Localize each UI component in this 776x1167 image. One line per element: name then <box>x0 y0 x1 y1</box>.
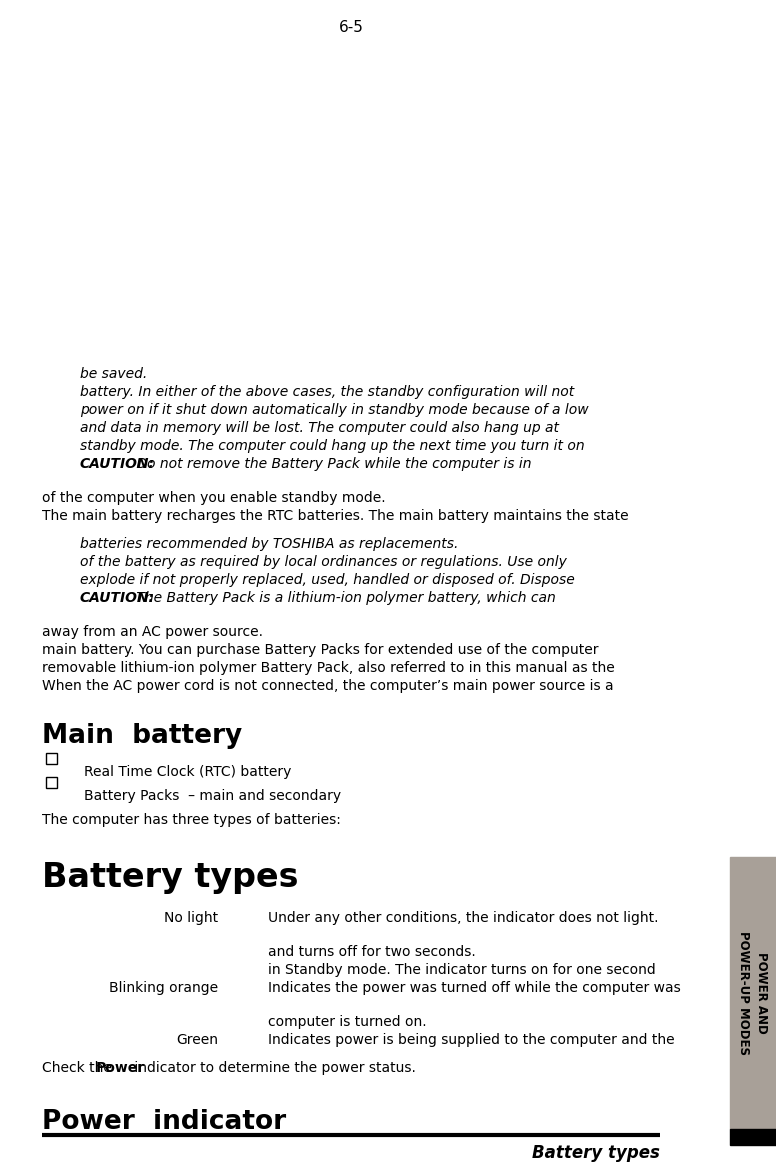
Text: removable lithium-ion polymer Battery Pack, also referred to in this manual as t: removable lithium-ion polymer Battery Pa… <box>42 661 615 675</box>
Text: Do not remove the Battery Pack while the computer is in: Do not remove the Battery Pack while the… <box>132 457 532 471</box>
Text: main battery. You can purchase Battery Packs for extended use of the computer: main battery. You can purchase Battery P… <box>42 643 598 657</box>
Text: standby mode. The computer could hang up the next time you turn it on: standby mode. The computer could hang up… <box>80 439 584 453</box>
Text: The main battery recharges the RTC batteries. The main battery maintains the sta: The main battery recharges the RTC batte… <box>42 509 629 523</box>
Text: batteries recommended by TOSHIBA as replacements.: batteries recommended by TOSHIBA as repl… <box>80 537 459 551</box>
Text: explode if not properly replaced, used, handled or disposed of. Dispose: explode if not properly replaced, used, … <box>80 573 575 587</box>
Text: computer is turned on.: computer is turned on. <box>268 1015 427 1029</box>
Text: in Standby mode. The indicator turns on for one second: in Standby mode. The indicator turns on … <box>268 963 656 977</box>
Text: Green: Green <box>176 1033 218 1047</box>
Text: Check the: Check the <box>42 1061 116 1075</box>
Text: Main  battery: Main battery <box>42 724 242 749</box>
Text: CAUTION:: CAUTION: <box>80 457 155 471</box>
Text: No light: No light <box>164 911 218 925</box>
Text: Under any other conditions, the indicator does not light.: Under any other conditions, the indicato… <box>268 911 659 925</box>
Text: be saved.: be saved. <box>80 366 147 380</box>
Text: The computer has three types of batteries:: The computer has three types of batterie… <box>42 813 341 827</box>
Text: Battery types: Battery types <box>42 861 299 894</box>
Text: Indicates power is being supplied to the computer and the: Indicates power is being supplied to the… <box>268 1033 674 1047</box>
Text: POWER AND
POWER-UP MODES: POWER AND POWER-UP MODES <box>737 931 768 1055</box>
Text: Power  indicator: Power indicator <box>42 1109 286 1135</box>
Text: Indicates the power was turned off while the computer was: Indicates the power was turned off while… <box>268 981 681 995</box>
Text: and data in memory will be lost. The computer could also hang up at: and data in memory will be lost. The com… <box>80 421 559 435</box>
Bar <box>730 857 776 1128</box>
Text: of the battery as required by local ordinances or regulations. Use only: of the battery as required by local ordi… <box>80 555 567 569</box>
Text: When the AC power cord is not connected, the computer’s main power source is a: When the AC power cord is not connected,… <box>42 679 614 693</box>
Bar <box>46 777 57 788</box>
Bar <box>46 753 57 764</box>
Text: Power: Power <box>96 1061 145 1075</box>
Text: The Battery Pack is a lithium-ion polymer battery, which can: The Battery Pack is a lithium-ion polyme… <box>132 591 556 605</box>
Text: away from an AC power source.: away from an AC power source. <box>42 626 263 640</box>
Text: indicator to determine the power status.: indicator to determine the power status. <box>130 1061 416 1075</box>
Bar <box>730 1128 776 1145</box>
Text: of the computer when you enable standby mode.: of the computer when you enable standby … <box>42 491 386 505</box>
Text: power on if it shut down automatically in standby mode because of a low: power on if it shut down automatically i… <box>80 403 589 417</box>
Text: 6-5: 6-5 <box>338 20 363 35</box>
Text: CAUTION:: CAUTION: <box>80 591 155 605</box>
Text: battery. In either of the above cases, the standby configuration will not: battery. In either of the above cases, t… <box>80 385 574 399</box>
Text: Battery Packs  – main and secondary: Battery Packs – main and secondary <box>84 789 341 803</box>
Text: Battery types: Battery types <box>532 1144 660 1162</box>
Text: Real Time Clock (RTC) battery: Real Time Clock (RTC) battery <box>84 766 291 780</box>
Text: and turns off for two seconds.: and turns off for two seconds. <box>268 945 476 959</box>
Text: Blinking orange: Blinking orange <box>109 981 218 995</box>
